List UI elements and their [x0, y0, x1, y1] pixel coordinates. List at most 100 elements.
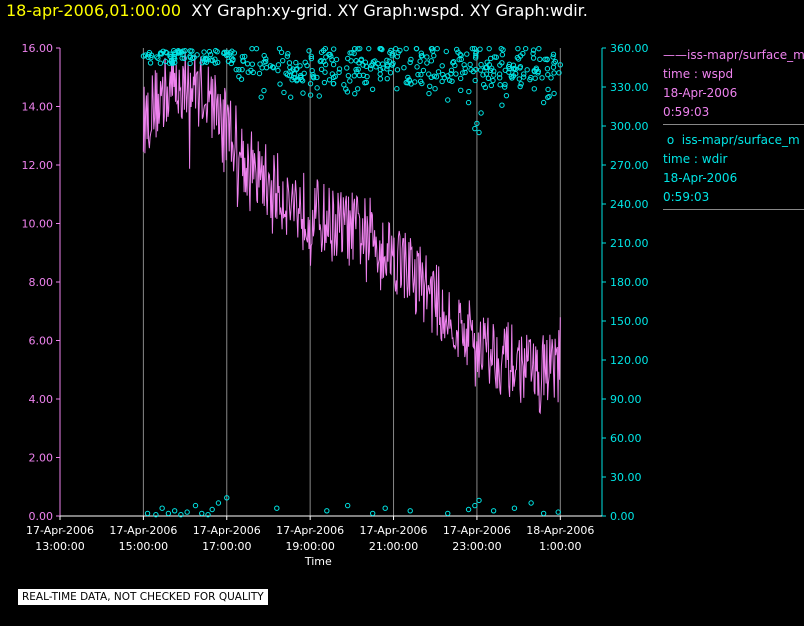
- scatter-point-wdir: [490, 508, 497, 514]
- scatter-point-wdir: [369, 510, 376, 517]
- scatter-point-wdir: [550, 51, 557, 58]
- scatter-point-wdir: [355, 46, 361, 52]
- scatter-point-wdir: [155, 55, 161, 61]
- scatter-point-wdir: [307, 92, 314, 98]
- scatter-point-wdir: [424, 54, 430, 60]
- y-right-tick-label: 90.00: [610, 393, 642, 406]
- y-right-tick-label: 300.00: [610, 120, 649, 133]
- scatter-point-wdir: [181, 55, 188, 61]
- scatter-point-wdir: [452, 62, 458, 69]
- scatter-point-wdir: [238, 76, 245, 82]
- scatter-point-wdir: [466, 88, 472, 95]
- x-tick-time-label: 17:00:00: [202, 540, 251, 553]
- scatter-point-wdir: [322, 69, 328, 75]
- scatter-point-wdir: [344, 502, 351, 509]
- scatter-point-wdir: [499, 52, 506, 58]
- scatter-point-wdir: [212, 47, 219, 54]
- scatter-point-wdir: [458, 87, 464, 94]
- scatter-point-wdir: [468, 66, 474, 73]
- scatter-point-wdir: [145, 51, 152, 58]
- scatter-point-wdir: [415, 71, 421, 78]
- scatter-point-wdir: [490, 77, 496, 84]
- y-right-tick-label: 240.00: [610, 198, 649, 211]
- legend: ——iss-mapr/surface_m time : wspd 18-Apr-…: [663, 46, 804, 216]
- scatter-point-wdir: [378, 45, 384, 52]
- scatter-point-wdir: [336, 69, 342, 76]
- scatter-point-wdir: [343, 86, 349, 92]
- scatter-point-wdir: [178, 49, 185, 55]
- scatter-point-wdir: [482, 84, 488, 91]
- scatter-point-wdir: [550, 54, 556, 60]
- scatter-point-wdir: [284, 72, 291, 78]
- scatter-point-wdir: [370, 59, 377, 65]
- y-left-tick-label: 0.00: [29, 510, 54, 523]
- scatter-point-wdir: [207, 51, 214, 58]
- y-left-tick-label: 12.00: [22, 159, 54, 172]
- legend-time: 0:59:03: [663, 105, 710, 119]
- scatter-point-wdir: [308, 55, 315, 62]
- scatter-point-wdir: [205, 512, 211, 518]
- scatter-point-wdir: [397, 47, 403, 54]
- scatter-point-wdir: [321, 79, 328, 86]
- scatter-point-wdir: [341, 82, 347, 88]
- y-right-tick-label: 180.00: [610, 276, 649, 289]
- scatter-point-wdir: [330, 46, 337, 52]
- scatter-point-wdir: [171, 508, 178, 514]
- scatter-point-wdir: [498, 45, 504, 52]
- y-left-tick-label: 16.00: [22, 42, 54, 55]
- scatter-point-wdir: [542, 56, 548, 62]
- scatter-point-wdir: [556, 70, 562, 76]
- scatter-point-wdir: [230, 56, 236, 63]
- scatter-point-wdir: [394, 67, 401, 73]
- scatter-point-wdir: [552, 58, 559, 65]
- scatter-point-wdir: [544, 66, 551, 72]
- scatter-point-wdir: [259, 65, 265, 71]
- scatter-point-wdir: [440, 71, 446, 78]
- scatter-point-wdir: [429, 48, 436, 54]
- scatter-point-wdir: [256, 70, 263, 77]
- scatter-point-wdir: [363, 63, 370, 70]
- scatter-point-wdir: [262, 58, 269, 65]
- scatter-point-wdir: [474, 120, 480, 127]
- scatter-point-wdir: [469, 45, 476, 52]
- scatter-point-wdir: [407, 508, 413, 514]
- scatter-point-wdir: [249, 61, 256, 67]
- scatter-point-wdir: [517, 65, 523, 71]
- scatter-point-wdir: [153, 512, 159, 518]
- scatter-point-wdir: [522, 45, 529, 52]
- scatter-point-wdir: [467, 61, 473, 68]
- scatter-point-wdir: [419, 52, 425, 59]
- scatter-point-wdir: [249, 45, 255, 52]
- scatter-point-wdir: [286, 60, 293, 66]
- scatter-point-wdir: [348, 58, 354, 64]
- scatter-point-wdir: [203, 55, 210, 61]
- scatter-point-wdir: [347, 50, 353, 56]
- scatter-point-wdir: [524, 67, 530, 73]
- scatter-point-wdir: [187, 60, 193, 67]
- scatter-point-wdir: [299, 78, 306, 84]
- scatter-point-wdir: [433, 74, 440, 80]
- scatter-point-wdir: [377, 76, 384, 82]
- scatter-point-wdir: [487, 55, 494, 62]
- x-tick-time-label: 19:00:00: [285, 540, 334, 553]
- scatter-point-wdir: [455, 49, 461, 55]
- scatter-point-wdir: [379, 46, 385, 53]
- scatter-point-wdir: [275, 62, 282, 68]
- scatter-point-wdir: [333, 56, 340, 63]
- scatter-point-wdir: [510, 62, 517, 68]
- scatter-point-wdir: [491, 68, 497, 74]
- scatter-point-wdir: [472, 125, 478, 132]
- scatter-point-wdir: [414, 64, 420, 70]
- legend-time: 0:59:03: [663, 190, 710, 204]
- scatter-point-wdir: [354, 86, 361, 92]
- scatter-point-wdir: [317, 58, 324, 65]
- scatter-point-wdir: [370, 61, 376, 67]
- scatter-point-wdir: [209, 506, 215, 513]
- scatter-point-wdir: [497, 82, 503, 88]
- scatter-point-wdir: [382, 505, 388, 511]
- scatter-point-wdir: [163, 49, 169, 55]
- legend-line-marker: ——: [663, 48, 687, 62]
- y-right-tick-label: 30.00: [610, 471, 642, 484]
- scatter-point-wdir: [511, 505, 518, 511]
- scatter-point-wdir: [244, 61, 251, 67]
